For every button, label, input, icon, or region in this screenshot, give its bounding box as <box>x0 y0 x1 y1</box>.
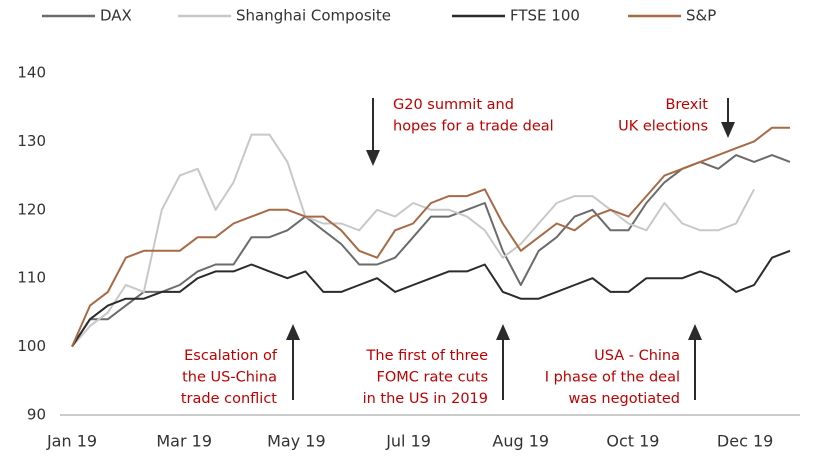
y-tick-label: 100 <box>17 337 46 355</box>
legend-label: FTSE 100 <box>510 7 580 25</box>
x-tick-label: Jan 19 <box>46 432 97 451</box>
legend-label: S&P <box>686 7 716 25</box>
annotation: USA - China <box>594 348 680 364</box>
annotation: FOMC rate cuts <box>377 370 488 386</box>
x-tick-label: Oct 19 <box>606 432 659 451</box>
annotation: I phase of the deal <box>545 370 680 386</box>
arrow <box>496 324 510 400</box>
legend-label: Shanghai Composite <box>236 7 391 25</box>
series-line <box>71 154 791 348</box>
annotation: The first of three <box>366 348 489 364</box>
y-tick-label: 130 <box>17 132 46 150</box>
y-tick-label: 90 <box>27 406 46 424</box>
annotation: in the US in 2019 <box>363 391 488 407</box>
arrow <box>688 324 702 400</box>
x-tick-label: Aug 19 <box>492 432 549 451</box>
x-tick-label: Dec 19 <box>717 432 773 451</box>
x-tick-label: Mar 19 <box>156 432 212 451</box>
annotation: Brexit <box>665 97 708 113</box>
annotation: UK elections <box>618 119 708 135</box>
annotation: was negotiated <box>568 391 680 407</box>
arrow <box>286 324 300 400</box>
series-line <box>71 126 790 348</box>
series-line <box>71 133 755 348</box>
annotation: trade conflict <box>181 391 277 407</box>
arrow <box>366 98 380 166</box>
y-tick-label: 110 <box>17 269 46 287</box>
annotation: the US-China <box>182 370 277 386</box>
arrow <box>721 98 735 138</box>
x-tick-label: Jul 19 <box>385 432 431 451</box>
series-line <box>71 249 791 348</box>
y-tick-label: 120 <box>17 200 46 218</box>
annotation: Escalation of <box>184 348 278 364</box>
y-tick-label: 140 <box>17 64 46 82</box>
annotation: hopes for a trade deal <box>393 119 554 135</box>
x-tick-label: May 19 <box>267 432 326 451</box>
annotation: G20 summit and <box>393 97 514 113</box>
legend-label: DAX <box>100 7 132 25</box>
